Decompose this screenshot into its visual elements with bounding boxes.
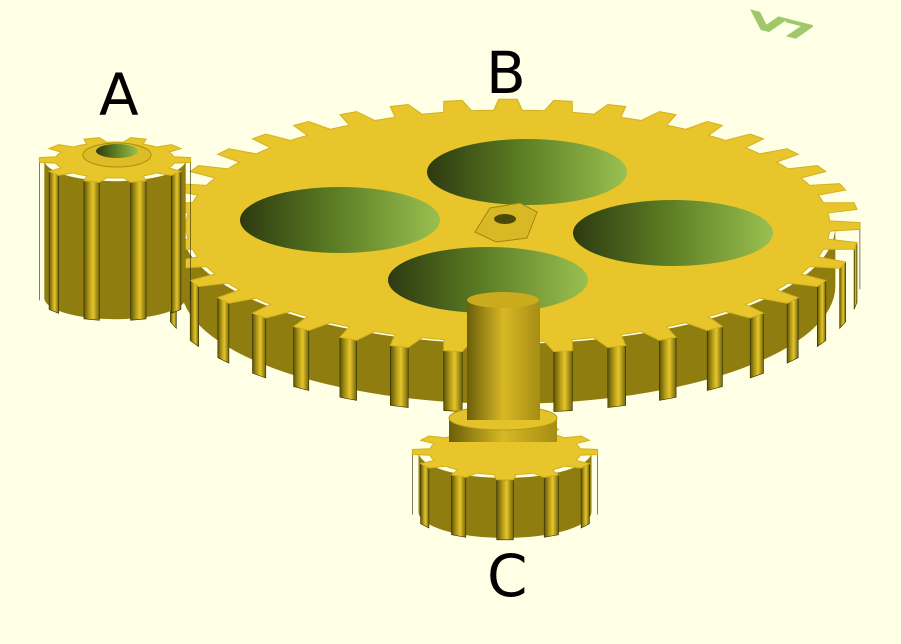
gear-a-tooth [171, 170, 182, 314]
gear-c-tooth [580, 463, 590, 529]
gear-b-tooth [659, 336, 677, 401]
gear-a-side-teeth [39, 157, 191, 321]
gear-a-tooth [130, 180, 147, 321]
gear-b-tooth [339, 336, 357, 401]
gear-b-label: B [486, 39, 526, 107]
gear-c-tooth [451, 474, 467, 538]
gear-b-tooth [749, 312, 764, 379]
gear-b-tooth [189, 279, 199, 348]
gear-b-hole-left [240, 187, 440, 253]
gear-b-tooth [607, 345, 626, 408]
gear-c-tooth [543, 474, 559, 538]
gear-b-tooth [217, 297, 230, 364]
gear-a-shaft-hole [96, 144, 138, 158]
gear-a-body [44, 160, 186, 320]
gear-b-tooth [817, 279, 827, 348]
gear-a-label: A [99, 61, 139, 129]
gear-a-tooth [83, 180, 100, 321]
gear-b-tooth [853, 242, 858, 310]
gear-c-hub [448, 292, 558, 442]
gear-c-tooth [420, 463, 430, 529]
gear-b-tooth [706, 326, 723, 391]
gear-b-side-teeth [155, 222, 861, 413]
gear-b-tooth [252, 312, 267, 379]
gear-b-tooth [390, 345, 409, 408]
gear-b-tooth [443, 350, 463, 412]
gear-b-center-mark [474, 202, 538, 243]
gear-b-hole-right [573, 200, 773, 266]
gear-b-lightening-holes [240, 139, 773, 313]
gear-c-side-teeth [412, 449, 598, 541]
gear-b-tooth [293, 326, 310, 391]
gear-b-tooth [553, 350, 573, 412]
gear-b-hole-bottom [388, 247, 588, 313]
gear-a-tooth [48, 170, 59, 314]
gear-b-tooth [786, 297, 799, 364]
gear-c-label: C [487, 542, 528, 610]
gear-c [411, 292, 599, 541]
gear-b: V7 [155, 6, 861, 413]
gear-b-hole-top [427, 139, 627, 205]
gear-b-tooth [839, 261, 846, 330]
engraving-text: V7 [748, 7, 815, 46]
gear-c-tooth [496, 479, 514, 541]
gear-a [38, 137, 192, 321]
